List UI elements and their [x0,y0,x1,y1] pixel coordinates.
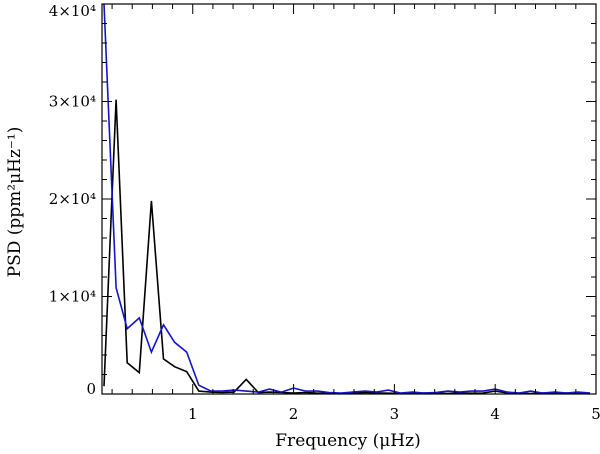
y-tick-label: 1×10⁴ [49,288,96,306]
x-tick-label: 1 [188,405,198,423]
x-tick-label: 3 [390,405,400,423]
y-tick-label: 0 [86,380,96,398]
plot-area [101,3,597,395]
series-line-1 [103,99,591,394]
x-axis-label: Frequency (μHz) [275,431,420,451]
plot-frame [101,3,597,395]
series-line-2 [103,4,591,394]
x-tick-label: 2 [289,405,299,423]
y-axis-ticks: 0 1×10⁴ 2×10⁴ 3×10⁴ 4×10⁴ [49,2,596,398]
x-axis-ticks: 1 2 3 4 5 [111,4,600,423]
y-tick-label: 3×10⁴ [49,93,96,111]
x-tick-label: 4 [490,405,500,423]
y-tick-label: 4×10⁴ [49,2,96,20]
y-axis-label: PSD (ppm²μHz⁻¹) [5,127,25,278]
y-tick-label: 2×10⁴ [49,190,96,208]
x-tick-label: 5 [591,405,600,423]
